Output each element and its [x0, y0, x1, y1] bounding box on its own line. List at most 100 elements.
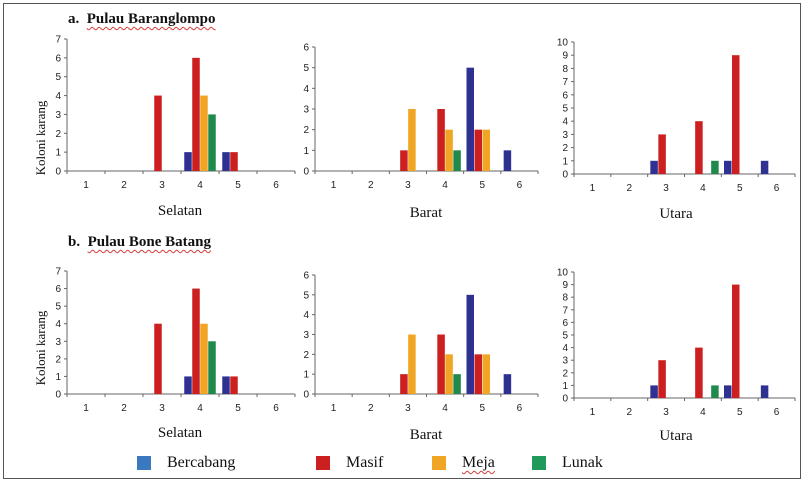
bar-meja-5 — [482, 129, 490, 171]
bar-masif-5 — [732, 284, 740, 398]
y-tick-label: 2 — [303, 125, 309, 136]
y-tick-label: 6 — [303, 271, 309, 282]
x-tick-label: 2 — [626, 183, 632, 194]
y-tick-label: 7 — [55, 267, 61, 278]
y-tick-label: 5 — [55, 302, 61, 313]
y-tick-label: 2 — [562, 143, 568, 154]
x-tick-label: 1 — [590, 183, 596, 194]
x-tick-label: 1 — [83, 403, 89, 414]
xlabel-a-selatan: Selatan — [157, 203, 203, 219]
bar-masif-4 — [192, 288, 200, 394]
x-tick-label: 2 — [368, 403, 374, 414]
y-tick-label: 2 — [55, 354, 61, 365]
bar-meja-4 — [200, 95, 208, 171]
y-tick-label: 1 — [55, 372, 61, 383]
y-tick-label: 4 — [562, 343, 568, 354]
y-tick-label: 1 — [562, 381, 568, 392]
x-tick-label: 5 — [235, 180, 241, 191]
legend-label-meja: Meja — [462, 454, 495, 471]
x-tick-label: 4 — [442, 180, 448, 191]
figure-frame — [3, 3, 801, 479]
bar-masif-3 — [400, 150, 408, 171]
y-tick-label: 6 — [55, 284, 61, 295]
y-tick-label: 1 — [303, 146, 309, 157]
bar-bercabang-6 — [760, 385, 769, 398]
section-name-a: Pulau Baranglompo — [86, 11, 216, 27]
x-tick-label: 2 — [121, 180, 127, 191]
bar-masif-5 — [732, 55, 740, 175]
x-tick-label: 2 — [626, 407, 632, 418]
bar-bercabang-4 — [184, 152, 192, 171]
legend-item-lunak: Lunak — [532, 454, 603, 472]
y-tick-label: 5 — [55, 72, 61, 83]
y-tick-label: 1 — [303, 370, 309, 381]
x-tick-label: 6 — [517, 180, 523, 191]
y-tick-label: 5 — [562, 331, 568, 342]
y-tick-label: 3 — [303, 330, 309, 341]
bar-bercabang-3 — [650, 160, 658, 174]
y-tick-label: 0 — [303, 167, 309, 178]
bar-bercabang-5 — [222, 376, 230, 394]
x-tick-label: 1 — [590, 407, 596, 418]
bar-bercabang-4 — [184, 376, 192, 394]
y-tick-label: 7 — [55, 35, 61, 46]
bar-masif-3 — [658, 360, 666, 398]
y-tick-label: 6 — [562, 90, 568, 101]
legend-item-bercabang: Bercabang — [137, 454, 235, 472]
y-tick-label: 0 — [55, 167, 61, 178]
y-tick-label: 6 — [55, 53, 61, 64]
bar-masif-5 — [230, 152, 238, 171]
bar-bercabang-5 — [724, 385, 732, 398]
bar-lunak-4 — [208, 341, 216, 394]
bar-meja-4 — [445, 129, 453, 171]
bar-meja-3 — [408, 334, 416, 394]
xlabel-b-selatan: Selatan — [157, 425, 203, 441]
bar-masif-3 — [154, 323, 162, 394]
y-tick-label: 0 — [55, 390, 61, 401]
legend-swatch-lunak — [532, 456, 546, 470]
bar-bercabang-6 — [503, 374, 512, 394]
legend-swatch-masif — [316, 456, 330, 470]
bar-bercabang-5 — [466, 294, 474, 394]
x-tick-label: 5 — [737, 183, 743, 194]
y-tick-label: 2 — [55, 129, 61, 140]
bar-masif-4 — [695, 121, 703, 174]
y-tick-label: 4 — [562, 117, 568, 128]
y-tick-label: 0 — [562, 394, 568, 405]
x-tick-label: 3 — [159, 180, 165, 191]
bar-bercabang-5 — [466, 67, 474, 171]
x-tick-label: 5 — [737, 407, 743, 418]
section-letter-a: a. — [68, 11, 80, 27]
x-tick-label: 3 — [663, 407, 669, 418]
y-tick-label: 4 — [55, 319, 61, 330]
bar-bercabang-6 — [503, 150, 512, 171]
bar-masif-4 — [695, 347, 703, 398]
x-tick-label: 6 — [273, 403, 279, 414]
x-tick-label: 5 — [235, 403, 241, 414]
x-tick-label: 1 — [83, 180, 89, 191]
bar-meja-3 — [408, 109, 416, 171]
section-title-b: b. Pulau Bone Batang — [68, 234, 211, 251]
y-tick-label: 2 — [303, 350, 309, 361]
xlabel-a-utara: Utara — [659, 206, 693, 222]
x-tick-label: 4 — [700, 407, 706, 418]
bar-lunak-4 — [453, 150, 461, 171]
y-tick-label: 5 — [303, 63, 309, 74]
chart-panel-4: 0 1 2 3 4 5 6 1 2 3 4 5 6 — [303, 271, 539, 414]
section-letter-b: b. — [68, 234, 81, 250]
y-tick-label: 1 — [55, 148, 61, 159]
y-tick-label: 9 — [562, 51, 568, 62]
bar-masif-4 — [192, 57, 200, 171]
x-tick-label: 3 — [663, 183, 669, 194]
bar-masif-4 — [437, 109, 445, 171]
chart-panel-1: 0 1 2 3 4 5 6 1 2 3 4 5 6 — [303, 43, 539, 191]
x-tick-label: 5 — [479, 180, 485, 191]
legend-item-meja: Meja — [432, 454, 495, 472]
y-tick-label: 0 — [303, 390, 309, 401]
section-name-b: Pulau Bone Batang — [87, 234, 211, 250]
y-tick-label: 5 — [303, 290, 309, 301]
x-tick-label: 3 — [405, 180, 411, 191]
bar-lunak-4 — [711, 385, 719, 398]
y-tick-label: 6 — [303, 43, 309, 54]
bar-bercabang-3 — [650, 385, 658, 398]
